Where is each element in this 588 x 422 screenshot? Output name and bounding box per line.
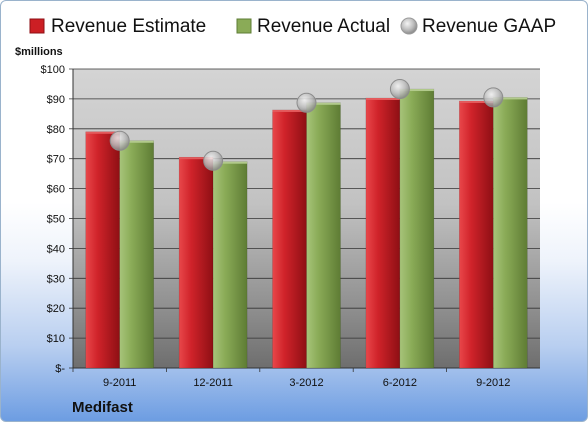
y-tick-label: $100 [41,64,65,76]
legend-swatch-gaap [400,17,418,35]
bar-actual-cap [399,89,434,92]
bar-estimate-cap [459,100,494,103]
bar-estimate [459,100,494,369]
bar-actual [306,102,341,369]
legend-label-actual: Revenue Actual [257,16,390,37]
bar-estimate [272,109,307,369]
bar-actual [493,97,528,369]
y-tick-label: $70 [47,154,65,166]
bar-estimate-cap [179,157,214,160]
y-tick-label: $60 [47,184,65,196]
y-tick-label: $20 [47,303,65,315]
gaap-markers [109,79,504,171]
bar-estimate [365,97,401,369]
bar-estimate [85,131,120,369]
marker-gaap [109,130,130,151]
y-axis-ticks: $- $10 $20 $30 $40 $50 $60 $70 $80 $90 $100 [41,64,66,375]
y-tick-label: $10 [47,333,65,345]
bar-estimate-cap [272,109,307,112]
y-unit-label: $millions [15,46,63,58]
bar-actual-cap [493,97,528,100]
marker-gaap [203,150,224,171]
marker-gaap [389,79,410,100]
y-tick-label: $50 [47,214,65,226]
y-tick-label: $30 [47,273,65,285]
bar-actual [212,161,248,369]
bar-actual [399,88,435,369]
legend: Revenue Estimate Revenue Actual Revenue … [29,16,556,37]
legend-label-estimate: Revenue Estimate [51,16,206,37]
x-tick-label: 9-2011 [103,377,136,389]
bar-estimate-cap [365,98,400,101]
x-tick-label: 12-2011 [193,377,233,389]
x-axis-ticks: 9-2011 12-2011 3-2012 6-2012 9-2012 [103,377,510,389]
legend-label-gaap: Revenue GAAP [422,16,556,37]
y-tick-label: $40 [47,243,65,255]
bar-actual-cap [119,140,154,143]
y-tick-label: $- [55,363,65,375]
x-tick-label: 3-2012 [289,377,323,389]
x-tick-label: 9-2012 [476,377,510,389]
bar-actual-cap [306,102,341,105]
bar-actual [119,140,154,369]
y-tick-label: $90 [47,94,65,106]
legend-swatch-actual [236,18,252,34]
marker-gaap [296,92,317,113]
bar-actual-cap [213,161,248,164]
legend-swatch-estimate [29,18,45,34]
bars [85,88,528,369]
company-label: Medifast [72,399,133,416]
x-tick-label: 6-2012 [383,377,417,389]
marker-gaap [483,87,504,108]
y-tick-label: $80 [47,124,65,136]
bar-estimate-cap [85,131,120,134]
bar-estimate [178,156,214,369]
